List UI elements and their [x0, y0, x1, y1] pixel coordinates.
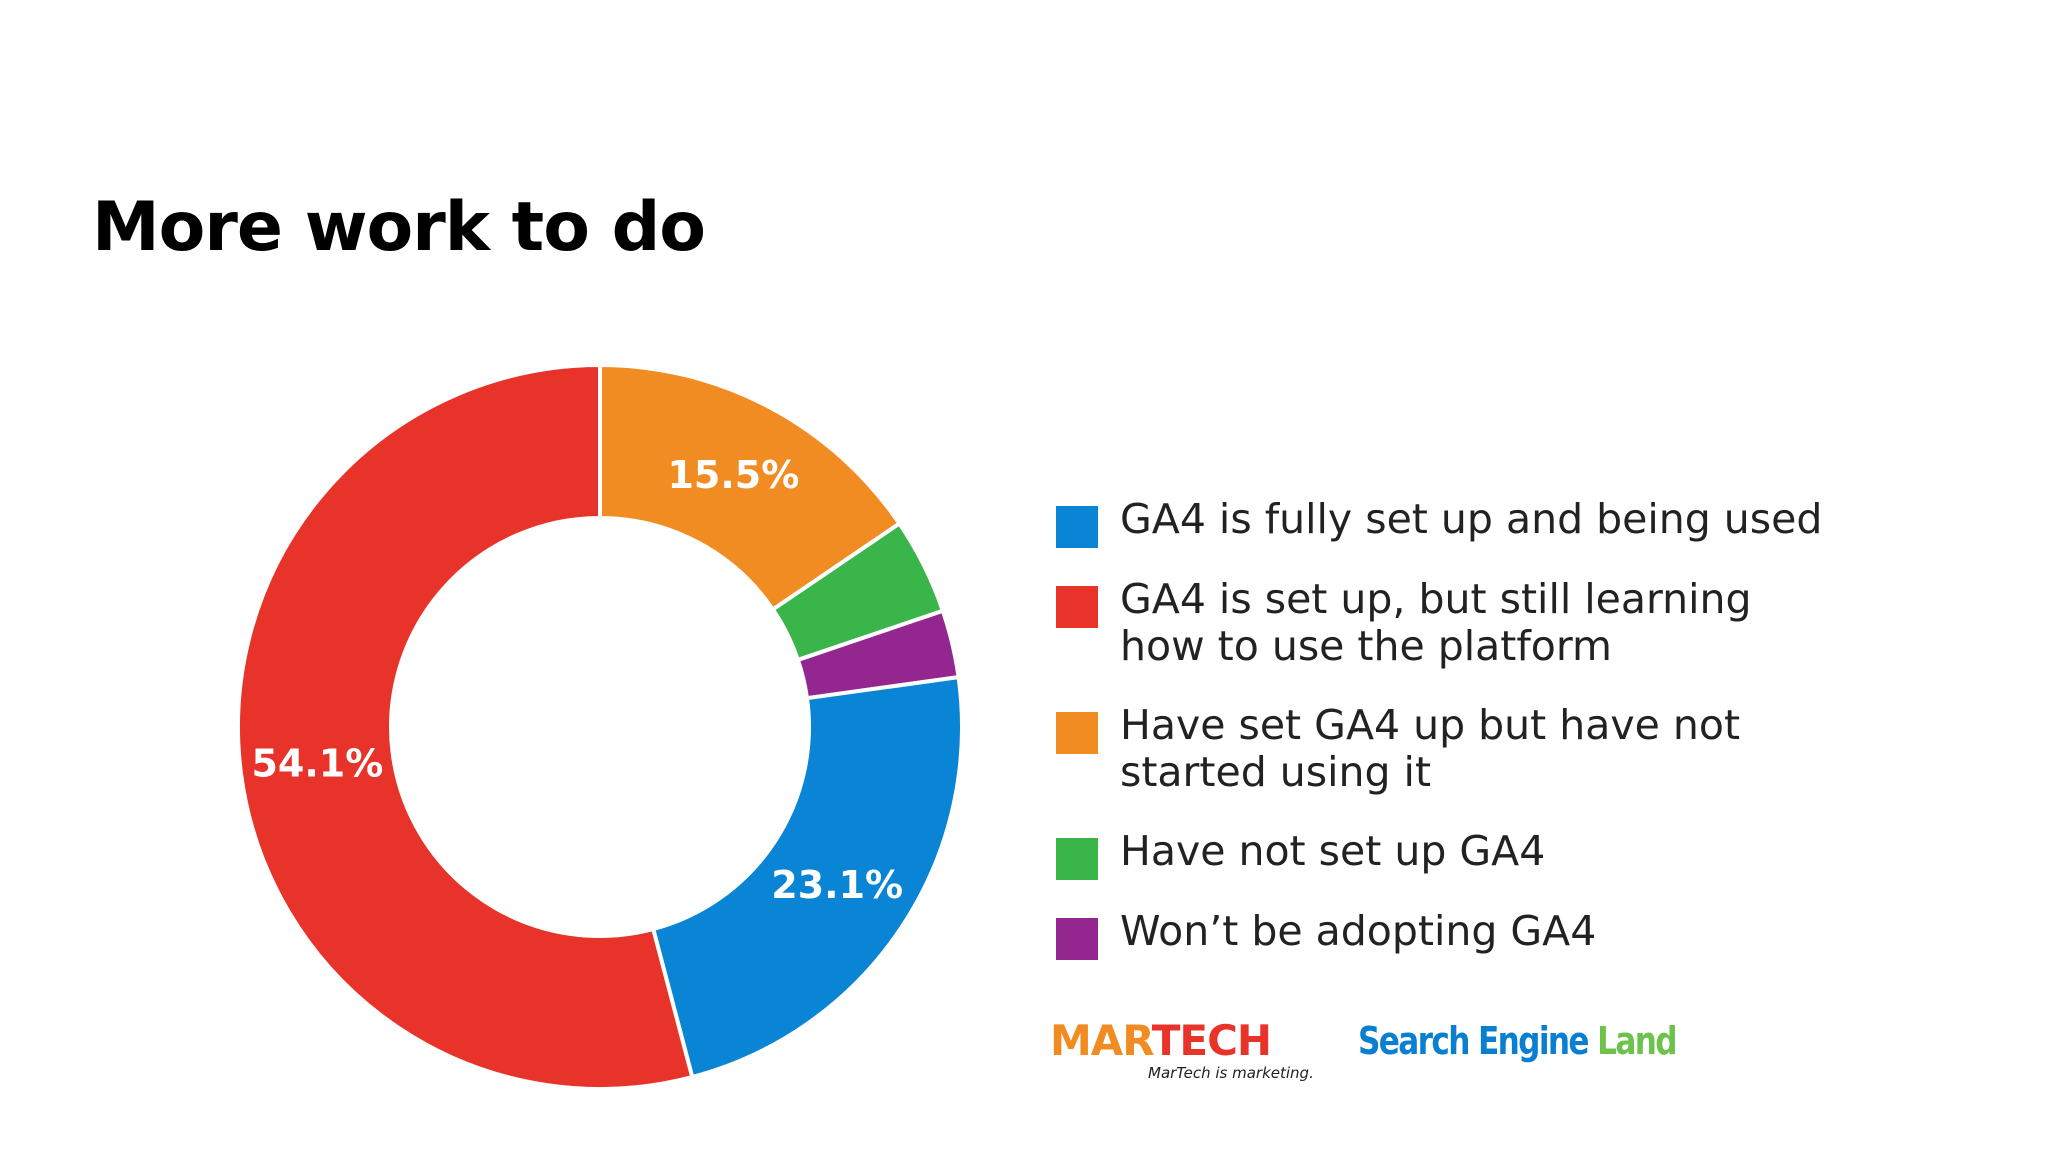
donut-slice-still-learning — [235, 362, 695, 1091]
sel-logo-main: Search Engine — [1358, 1019, 1590, 1063]
martech-tagline: MarTech is marketing. — [1148, 1064, 1314, 1082]
martech-logo: MARTECH MarTech is marketing. — [1050, 1020, 1314, 1083]
donut-data-label-not-started-using: 15.5% — [667, 453, 799, 497]
donut-data-label-still-learning: 54.1% — [251, 742, 383, 786]
donut-data-label-fully-set-up: 23.1% — [771, 863, 903, 907]
legend-label: Have set GA4 up but have not started usi… — [1120, 701, 1741, 796]
page-title: More work to do — [92, 188, 706, 267]
legend-label: Have not set up GA4 — [1120, 827, 1546, 875]
legend-label: GA4 is fully set up and being used — [1120, 495, 1823, 543]
legend-swatch-green — [1056, 838, 1098, 880]
donut-data-labels: 15.5% 23.1% 54.1% — [251, 453, 903, 907]
legend-swatch-orange — [1056, 712, 1098, 754]
donut-slices — [235, 362, 964, 1091]
legend-label: Won’t be adopting GA4 — [1120, 907, 1597, 955]
search-engine-land-logo: Search Engine Land — [1358, 1019, 1678, 1063]
legend-item-wont-adopt: Won’t be adopting GA4 — [1056, 908, 1880, 960]
legend-label: GA4 is set up, but still learning how to… — [1120, 575, 1752, 670]
legend-item-not-started-using: Have set GA4 up but have not started usi… — [1056, 702, 1780, 796]
legend-swatch-purple — [1056, 918, 1098, 960]
martech-logo-tech: TECH — [1151, 1016, 1272, 1065]
legend-item-fully-set-up: GA4 is fully set up and being used — [1056, 496, 1880, 548]
sel-logo-land: Land — [1597, 1019, 1677, 1063]
legend-swatch-red — [1056, 586, 1098, 628]
martech-logo-mar: MAR — [1050, 1016, 1153, 1065]
donut-slice-not-started-using — [598, 362, 903, 613]
legend-swatch-blue — [1056, 506, 1098, 548]
legend-item-still-learning: GA4 is set up, but still learning how to… — [1056, 576, 1780, 670]
legend-item-not-set-up: Have not set up GA4 — [1056, 828, 1880, 880]
donut-slice-fully-set-up — [650, 674, 964, 1080]
